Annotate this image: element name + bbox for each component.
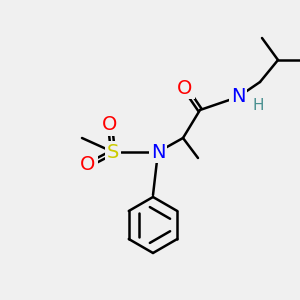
Text: S: S xyxy=(107,142,119,161)
Text: O: O xyxy=(102,116,118,134)
Text: N: N xyxy=(231,88,245,106)
Text: O: O xyxy=(177,79,193,98)
Text: H: H xyxy=(252,98,264,112)
Text: O: O xyxy=(80,155,96,175)
Text: N: N xyxy=(151,142,165,161)
